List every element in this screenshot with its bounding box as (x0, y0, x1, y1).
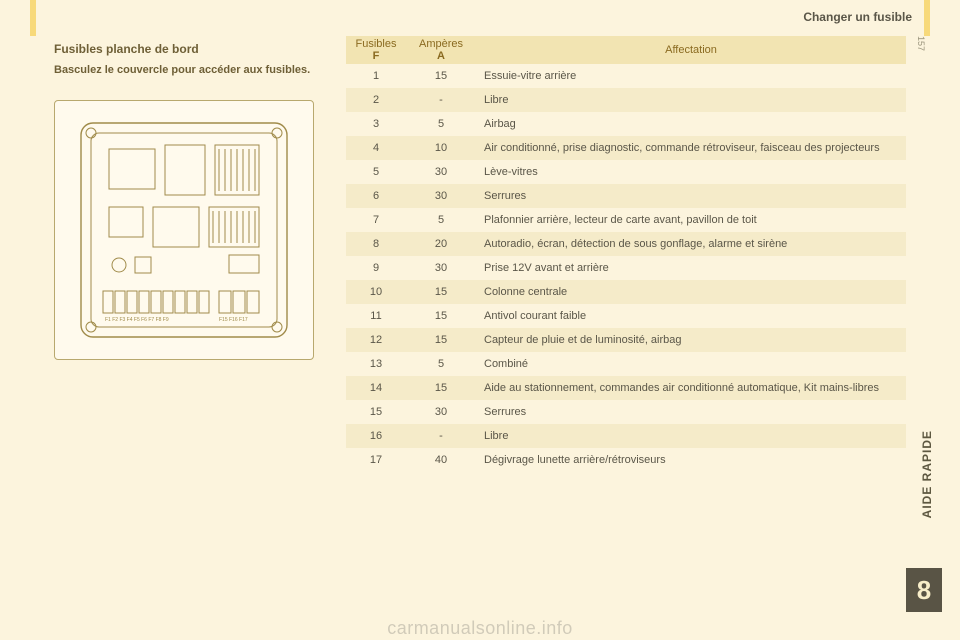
cell-amp: 20 (406, 232, 476, 256)
cell-fuse: 11 (346, 304, 406, 328)
col-amp: Ampères A (406, 36, 476, 64)
fuse-table-wrap: Fusibles F Ampères A Affectation 115Essu… (346, 36, 906, 622)
cell-desc: Autoradio, écran, détection de sous gonf… (476, 232, 906, 256)
cell-fuse: 13 (346, 352, 406, 376)
table-row: 1115Antivol courant faible (346, 304, 906, 328)
col-fuse-label: Fusibles (356, 38, 397, 50)
col-amp-sub: A (412, 50, 470, 62)
cell-amp: 10 (406, 136, 476, 160)
cell-fuse: 8 (346, 232, 406, 256)
fusebox-svg: F1 F2 F3 F4 F5 F6 F7 F8 F9 F15 F16 F17 (69, 115, 299, 345)
cell-fuse: 4 (346, 136, 406, 160)
cell-amp: 30 (406, 184, 476, 208)
cell-fuse: 2 (346, 88, 406, 112)
table-row: 16-Libre (346, 424, 906, 448)
cell-fuse: 7 (346, 208, 406, 232)
section-number-block: 8 (906, 568, 942, 612)
table-row: 630Serrures (346, 184, 906, 208)
watermark-url: carmanualsonline.info (0, 618, 960, 639)
table-row: 1015Colonne centrale (346, 280, 906, 304)
instruction-text: Basculez le couvercle pour accéder aux f… (54, 64, 324, 78)
cell-desc: Libre (476, 88, 906, 112)
cell-desc: Colonne centrale (476, 280, 906, 304)
page-number: 157 (916, 36, 926, 51)
cell-fuse: 3 (346, 112, 406, 136)
cell-amp: 5 (406, 208, 476, 232)
cell-desc: Plafonnier arrière, lecteur de carte ava… (476, 208, 906, 232)
cell-desc: Airbag (476, 112, 906, 136)
cell-amp: 15 (406, 328, 476, 352)
cell-desc: Aide au stationnement, commandes air con… (476, 376, 906, 400)
cell-amp: 15 (406, 304, 476, 328)
cell-amp: 30 (406, 400, 476, 424)
col-fuse-sub: F (352, 50, 400, 62)
cell-amp: 40 (406, 448, 476, 472)
table-row: 410Air conditionné, prise diagnostic, co… (346, 136, 906, 160)
fusebox-diagram: F1 F2 F3 F4 F5 F6 F7 F8 F9 F15 F16 F17 (54, 100, 314, 360)
cell-fuse: 15 (346, 400, 406, 424)
col-affect: Affectation (476, 36, 906, 64)
cell-amp: - (406, 424, 476, 448)
cell-amp: 30 (406, 256, 476, 280)
cell-amp: 5 (406, 112, 476, 136)
cell-desc: Serrures (476, 184, 906, 208)
cell-desc: Capteur de pluie et de luminosité, airba… (476, 328, 906, 352)
cell-desc: Essuie-vitre arrière (476, 64, 906, 88)
cell-fuse: 1 (346, 64, 406, 88)
cell-fuse: 12 (346, 328, 406, 352)
table-row: 820Autoradio, écran, détection de sous g… (346, 232, 906, 256)
table-row: 1530Serrures (346, 400, 906, 424)
page-header: Changer un fusible (803, 10, 912, 24)
accent-strip-right (924, 0, 930, 36)
cell-fuse: 14 (346, 376, 406, 400)
fuse-table: Fusibles F Ampères A Affectation 115Essu… (346, 36, 906, 472)
cell-fuse: 16 (346, 424, 406, 448)
cell-desc: Dégivrage lunette arrière/rétroviseurs (476, 448, 906, 472)
cell-desc: Antivol courant faible (476, 304, 906, 328)
cell-amp: 15 (406, 376, 476, 400)
cell-amp: 15 (406, 64, 476, 88)
table-row: 115Essuie-vitre arrière (346, 64, 906, 88)
cell-fuse: 17 (346, 448, 406, 472)
accent-strip-left (30, 0, 36, 36)
cell-desc: Air conditionné, prise diagnostic, comma… (476, 136, 906, 160)
cell-amp: 5 (406, 352, 476, 376)
table-row: 530Lève-vitres (346, 160, 906, 184)
table-row: 1415Aide au stationnement, commandes air… (346, 376, 906, 400)
col-amp-label: Ampères (419, 38, 463, 50)
cell-fuse: 5 (346, 160, 406, 184)
table-row: 1740Dégivrage lunette arrière/rétroviseu… (346, 448, 906, 472)
cell-desc: Serrures (476, 400, 906, 424)
section-title: Fusibles planche de bord (54, 42, 324, 56)
cell-amp: 15 (406, 280, 476, 304)
side-section-label: AIDE RAPIDE (920, 430, 934, 518)
left-column: Fusibles planche de bord Basculez le cou… (54, 42, 324, 360)
cell-fuse: 9 (346, 256, 406, 280)
cell-fuse: 10 (346, 280, 406, 304)
table-row: 35Airbag (346, 112, 906, 136)
table-row: 75Plafonnier arrière, lecteur de carte a… (346, 208, 906, 232)
cell-amp: - (406, 88, 476, 112)
page: Changer un fusible 157 Fusibles planche … (0, 0, 960, 640)
cell-desc: Lève-vitres (476, 160, 906, 184)
table-row: 135Combiné (346, 352, 906, 376)
svg-text:F1 F2 F3 F4 F5 F6 F7 F8 F9: F1 F2 F3 F4 F5 F6 F7 F8 F9 (105, 317, 169, 323)
cell-desc: Combiné (476, 352, 906, 376)
cell-desc: Prise 12V avant et arrière (476, 256, 906, 280)
cell-amp: 30 (406, 160, 476, 184)
table-row: 1215Capteur de pluie et de luminosité, a… (346, 328, 906, 352)
svg-text:F15 F16 F17: F15 F16 F17 (219, 317, 248, 323)
table-row: 930Prise 12V avant et arrière (346, 256, 906, 280)
table-row: 2-Libre (346, 88, 906, 112)
cell-desc: Libre (476, 424, 906, 448)
cell-fuse: 6 (346, 184, 406, 208)
col-fuse: Fusibles F (346, 36, 406, 64)
